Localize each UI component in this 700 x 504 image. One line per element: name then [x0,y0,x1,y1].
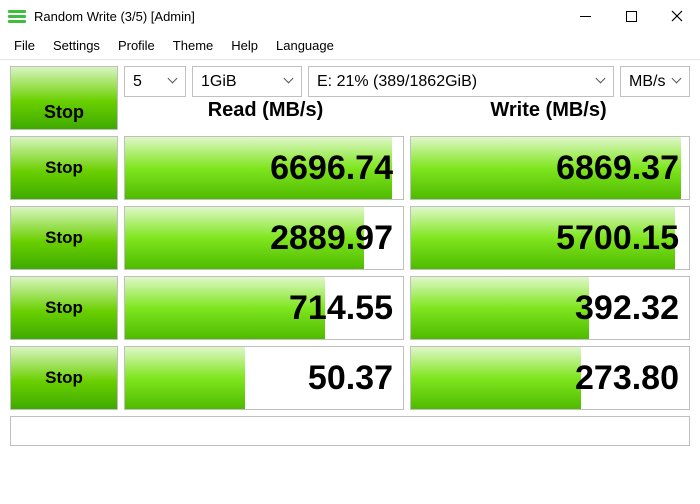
read-value: 6696.74 [270,149,393,188]
column-headers: Read (MB/s) Write (MB/s) [124,99,690,130]
menu-bar: File Settings Profile Theme Help Languag… [0,32,700,60]
status-bar [10,416,690,446]
stop-all-button[interactable]: Stop [10,66,118,130]
read-value: 2889.97 [270,219,393,258]
size-select[interactable]: 1GiB [192,66,302,97]
menu-theme[interactable]: Theme [165,34,221,57]
results-rows: Stop6696.746869.37Stop2889.975700.15Stop… [10,136,690,410]
menu-help[interactable]: Help [223,34,266,57]
read-cell: 6696.74 [124,136,404,200]
size-value: 1GiB [201,73,237,91]
main-content: Stop 5 1GiB E: 21% (389/1862GiB) MB/s [0,60,700,456]
runs-select[interactable]: 5 [124,66,186,97]
result-row: Stop 714.55 392.32 [10,276,690,340]
read-value: 50.37 [308,359,393,398]
chevron-down-icon [169,77,179,87]
read-cell: 714.55 [124,276,404,340]
write-fill-bar [411,347,581,409]
read-cell: 2889.97 [124,206,404,270]
write-header: Write (MB/s) [407,99,690,130]
window-title: Random Write (3/5) [Admin] [34,9,562,24]
write-cell: 5700.15 [410,206,690,270]
result-row: Stop 50.37 273.80 [10,346,690,410]
write-value: 273.80 [575,359,679,398]
menu-profile[interactable]: Profile [110,34,163,57]
title-bar: Random Write (3/5) [Admin] [0,0,700,32]
stop-button[interactable]: Stop [10,136,118,200]
chevron-down-icon [673,77,683,87]
drive-value: E: 21% (389/1862GiB) [317,73,477,91]
write-cell: 273.80 [410,346,690,410]
write-value: 5700.15 [556,219,679,258]
result-row: Stop 6696.74 6869.37 [10,136,690,200]
write-fill-bar [411,277,589,339]
unit-value: MB/s [629,73,665,91]
close-button[interactable] [654,0,700,32]
result-row: Stop 2889.97 5700.15 [10,206,690,270]
minimize-button[interactable] [562,0,608,32]
window-controls [562,0,700,32]
settings-row: 5 1GiB E: 21% (389/1862GiB) MB/s [124,66,690,97]
menu-settings[interactable]: Settings [45,34,108,57]
menu-language[interactable]: Language [268,34,342,57]
read-cell: 50.37 [124,346,404,410]
read-value: 714.55 [289,289,393,328]
write-cell: 6869.37 [410,136,690,200]
read-fill-bar [125,347,245,409]
menu-file[interactable]: File [6,34,43,57]
read-header: Read (MB/s) [124,99,407,130]
stop-button[interactable]: Stop [10,276,118,340]
maximize-button[interactable] [608,0,654,32]
chevron-down-icon [285,77,295,87]
chevron-down-icon [597,77,607,87]
write-value: 6869.37 [556,149,679,188]
unit-select[interactable]: MB/s [620,66,690,97]
write-value: 392.32 [575,289,679,328]
write-cell: 392.32 [410,276,690,340]
stop-button[interactable]: Stop [10,206,118,270]
top-row: Stop 5 1GiB E: 21% (389/1862GiB) MB/s [10,66,690,130]
stop-button[interactable]: Stop [10,346,118,410]
runs-value: 5 [133,73,142,91]
drive-select[interactable]: E: 21% (389/1862GiB) [308,66,614,97]
app-icon [8,7,26,25]
